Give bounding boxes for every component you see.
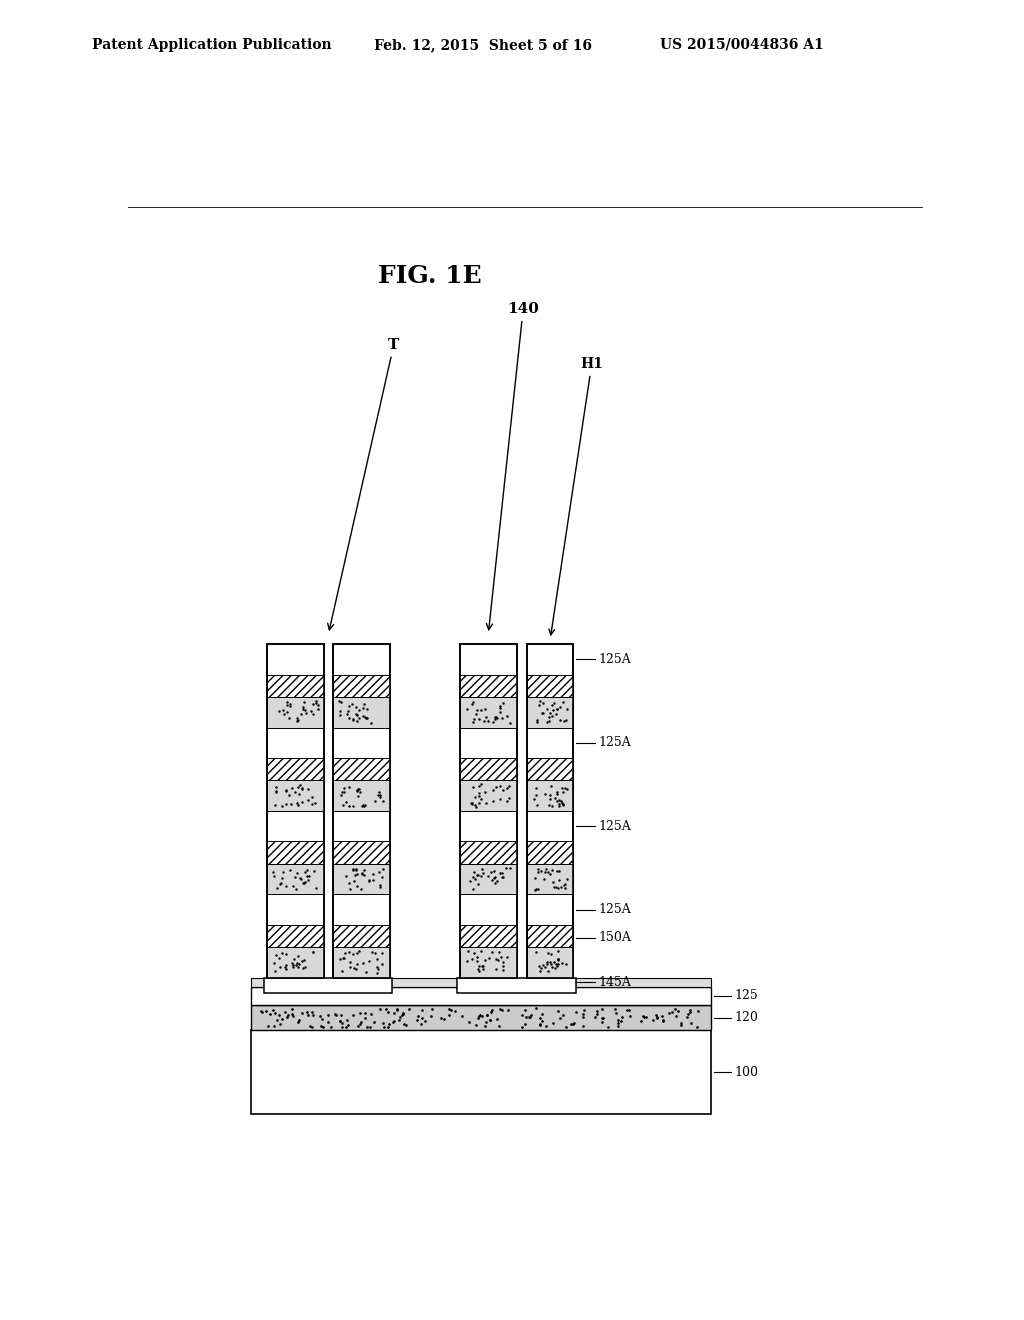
Text: H1: H1 <box>549 356 603 635</box>
Text: Feb. 12, 2015  Sheet 5 of 16: Feb. 12, 2015 Sheet 5 of 16 <box>374 38 592 51</box>
Bar <box>267 780 324 810</box>
Bar <box>267 644 324 978</box>
Text: 120: 120 <box>734 1011 758 1024</box>
Bar <box>333 863 390 894</box>
Bar <box>267 675 324 697</box>
Bar <box>460 644 517 978</box>
Bar <box>460 644 517 978</box>
Text: T: T <box>328 338 399 630</box>
Bar <box>460 863 517 894</box>
Bar <box>333 925 390 946</box>
Text: 100: 100 <box>734 1065 759 1078</box>
Bar <box>267 697 324 727</box>
Bar <box>527 946 573 978</box>
Text: 145A: 145A <box>599 975 632 989</box>
Bar <box>527 925 573 946</box>
Bar <box>251 1031 712 1114</box>
Bar <box>460 697 517 727</box>
Bar <box>527 841 573 863</box>
Text: Patent Application Publication: Patent Application Publication <box>92 38 332 51</box>
Text: 150A: 150A <box>599 932 632 945</box>
Bar <box>527 863 573 894</box>
Bar <box>460 946 517 978</box>
Text: 125A: 125A <box>599 903 632 916</box>
Bar <box>267 758 324 780</box>
Bar <box>333 675 390 697</box>
Bar <box>267 841 324 863</box>
Bar <box>333 697 390 727</box>
Bar <box>333 780 390 810</box>
Bar <box>333 644 390 978</box>
Text: 125A: 125A <box>599 820 632 833</box>
Bar <box>251 1005 712 1031</box>
Text: FIG. 1E: FIG. 1E <box>378 264 481 288</box>
Bar <box>460 925 517 946</box>
Bar <box>333 841 390 863</box>
Bar <box>333 644 390 978</box>
Bar <box>458 978 575 993</box>
Bar <box>527 644 573 978</box>
Text: 140: 140 <box>486 302 540 630</box>
Bar <box>527 675 573 697</box>
Bar <box>251 978 712 987</box>
Bar <box>527 644 573 978</box>
Text: 125A: 125A <box>599 737 632 750</box>
Bar <box>527 697 573 727</box>
Bar <box>267 946 324 978</box>
Bar <box>460 758 517 780</box>
Bar <box>251 987 712 1005</box>
Bar <box>267 863 324 894</box>
Bar <box>460 780 517 810</box>
Text: 125A: 125A <box>599 653 632 667</box>
Bar <box>527 758 573 780</box>
Bar <box>527 780 573 810</box>
Bar <box>333 946 390 978</box>
Bar <box>460 841 517 863</box>
Text: US 2015/0044836 A1: US 2015/0044836 A1 <box>660 38 824 51</box>
Bar <box>267 925 324 946</box>
Bar <box>333 758 390 780</box>
Bar <box>267 644 324 978</box>
Bar <box>264 978 392 993</box>
Text: 125: 125 <box>734 990 758 1002</box>
Bar <box>460 675 517 697</box>
